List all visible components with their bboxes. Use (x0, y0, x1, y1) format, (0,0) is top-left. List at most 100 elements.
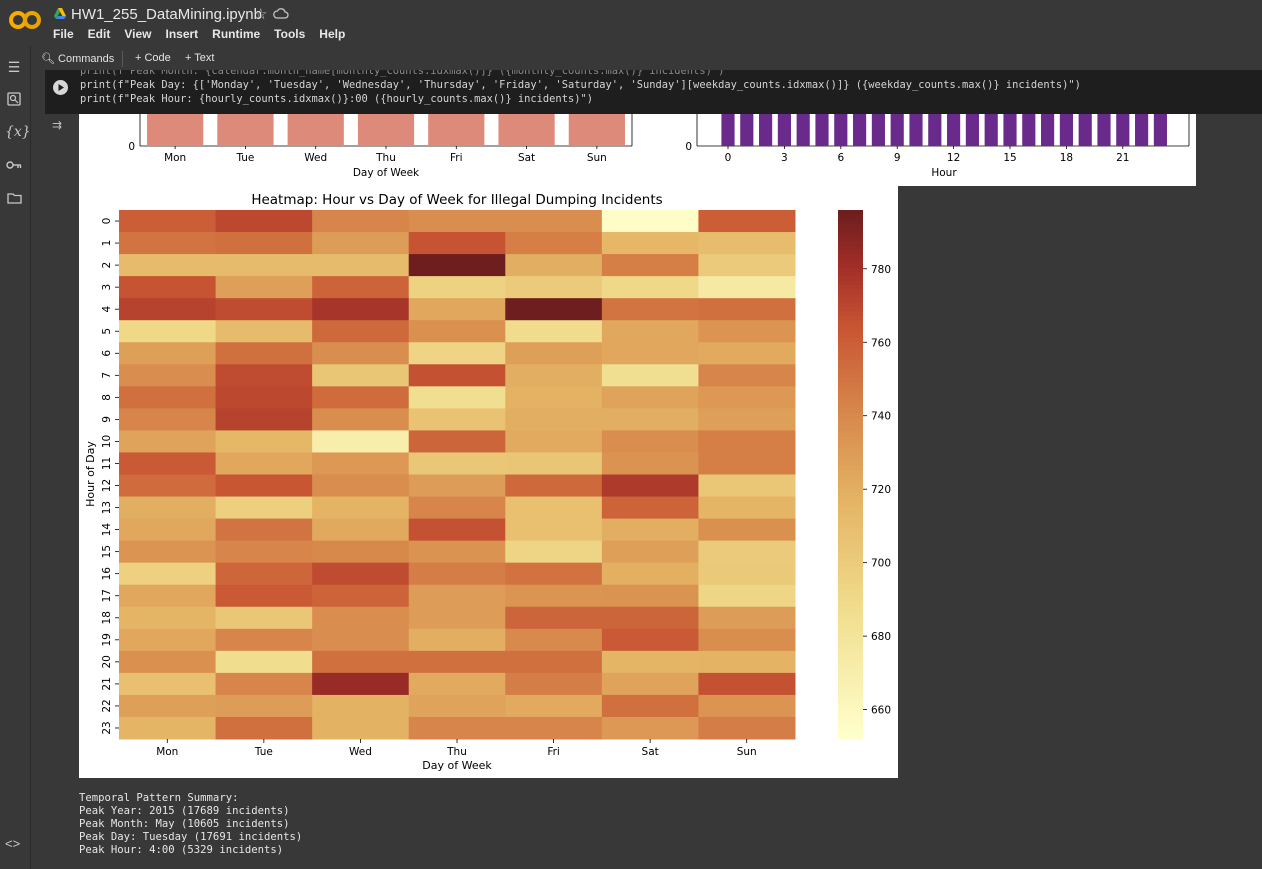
heatmap-cell (215, 298, 313, 321)
colorbar-segment (838, 249, 863, 255)
colorbar-segment (838, 531, 863, 537)
colorbar-segment (838, 677, 863, 683)
heatmap-cell (312, 562, 410, 586)
menu-help[interactable]: Help (319, 27, 346, 41)
hour-bar (871, 114, 885, 146)
colorbar-segment (838, 324, 863, 330)
colorbar-segment (838, 492, 863, 498)
hour-bar (796, 114, 810, 146)
colorbar-segment (838, 448, 863, 454)
heatmap-ytick-label: 8 (101, 394, 113, 401)
colorbar-tick-label: 680 (871, 631, 891, 643)
colorbar-segment (838, 650, 863, 656)
hour-bar (1078, 114, 1092, 146)
menu-tools[interactable]: Tools (274, 27, 306, 41)
run-cell-button[interactable] (53, 80, 68, 95)
colorbar-segment (838, 421, 863, 427)
hour-bar (1097, 114, 1111, 146)
hour-bar (1003, 114, 1017, 146)
colorbar-segment (838, 575, 863, 581)
heatmap-ytick-label: 13 (101, 501, 113, 514)
heatmap-ytick-label: 0 (101, 218, 113, 225)
find-icon[interactable] (5, 92, 23, 109)
colab-logo-icon[interactable] (8, 9, 42, 31)
heatmap-cell (215, 584, 313, 608)
colorbar-segment (838, 227, 863, 233)
menu-insert[interactable]: Insert (165, 27, 199, 41)
output-actions-icon[interactable]: ⇉ (52, 118, 63, 132)
heatmap-cell (119, 474, 217, 498)
heatmap-cell (505, 386, 603, 409)
colorbar-segment (838, 518, 863, 524)
colorbar-segment (838, 236, 863, 242)
secrets-key-icon[interactable] (5, 158, 23, 174)
heatmap-cell (601, 540, 699, 564)
colorbar-tick-label: 700 (871, 558, 891, 570)
heatmap-cell (601, 430, 699, 453)
menu-view[interactable]: View (124, 27, 152, 41)
summary-line-day: Peak Day: Tuesday (17691 incidents) (79, 831, 303, 843)
heatmap-svg: Heatmap: Hour vs Day of Week for Illegal… (84, 192, 891, 772)
colorbar-segment (838, 258, 863, 264)
notebook-title[interactable]: HW1_255_DataMining.ipynb (71, 6, 262, 23)
heatmap-cell (215, 408, 313, 431)
heatmap-cell (215, 518, 313, 542)
weekday-bar (147, 114, 204, 146)
heatmap-cell (601, 386, 699, 409)
variables-icon[interactable]: {x} (5, 124, 31, 140)
menu-file[interactable]: File (53, 27, 74, 41)
colorbar-tick-label: 660 (871, 705, 891, 717)
heatmap-ytick-label: 12 (101, 479, 113, 492)
heatmap-cell (698, 276, 796, 299)
colorbar-segment (838, 289, 863, 295)
heatmap-cell (601, 518, 699, 542)
heatmap-cell (505, 430, 603, 453)
star-icon[interactable]: ☆ (254, 6, 268, 23)
heatmap-xtick-label: Tue (254, 746, 273, 758)
commands-button[interactable]: 🔍︎ Commands (41, 53, 115, 65)
cloud-saved-icon[interactable] (273, 6, 289, 23)
files-folder-icon[interactable] (5, 191, 23, 207)
heatmap-cell (698, 694, 796, 718)
colorbar-segment (838, 527, 863, 533)
heatmap-cell (215, 254, 313, 277)
colorbar-segment (838, 664, 863, 670)
heatmap-cell (601, 496, 699, 520)
heatmap-cell (698, 254, 796, 277)
weekday-tick-label: Thu (375, 152, 396, 164)
heatmap-cell (698, 320, 796, 343)
heatmap-ytick-label: 2 (101, 262, 113, 269)
colorbar-segment (838, 320, 863, 326)
colorbar-segment (838, 500, 863, 506)
heatmap-cell (119, 540, 217, 564)
heatmap-cell (312, 716, 410, 740)
hour-tick-label: 6 (837, 152, 844, 164)
table-of-contents-icon[interactable]: ☰ (7, 59, 21, 75)
menu-edit[interactable]: Edit (87, 27, 111, 41)
colorbar-segment (838, 721, 863, 727)
colorbar-segment (838, 703, 863, 709)
colorbar-segment (838, 558, 863, 564)
colorbar-segment (838, 470, 863, 476)
heatmap-cell (408, 562, 506, 586)
heatmap-ytick-label: 17 (101, 589, 113, 602)
weekday-tick-label: Sun (587, 152, 607, 164)
heatmap-ytick-label: 22 (101, 699, 113, 712)
code-snippets-icon[interactable]: <> (5, 836, 21, 851)
colorbar-segment (838, 615, 863, 621)
hour-tick-label: 3 (781, 152, 788, 164)
colorbar-segment (838, 496, 863, 502)
heatmap-cell (215, 606, 313, 630)
heatmap-cell (312, 430, 410, 453)
add-code-button[interactable]: + Code (135, 52, 171, 64)
heatmap-cell (698, 474, 796, 498)
heatmap-cell (119, 342, 217, 365)
colorbar-segment (838, 461, 863, 467)
heatmap-cell (408, 276, 506, 299)
heatmap-ytick-label: 16 (101, 567, 113, 581)
code-cell-editor[interactable]: print(f"Peak Month: {calendar.month_name… (45, 70, 1262, 114)
add-text-button[interactable]: + Text (185, 52, 215, 64)
menu-runtime[interactable]: Runtime (212, 27, 261, 41)
heatmap-cell (215, 694, 313, 718)
hour-bar (1041, 114, 1055, 146)
